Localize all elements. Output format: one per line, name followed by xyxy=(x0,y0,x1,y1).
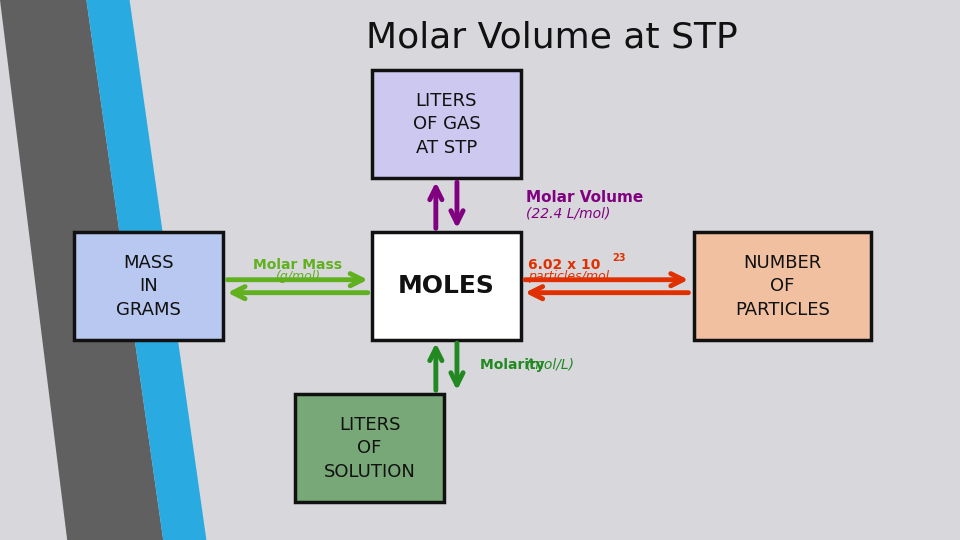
Polygon shape xyxy=(86,0,206,540)
Text: (g/mol): (g/mol) xyxy=(275,270,321,283)
Text: 6.02 x 10: 6.02 x 10 xyxy=(528,258,600,272)
Text: Molar Mass: Molar Mass xyxy=(253,258,342,272)
FancyBboxPatch shape xyxy=(296,394,444,502)
Text: Molarity: Molarity xyxy=(480,357,549,372)
Text: MASS
IN
GRAMS: MASS IN GRAMS xyxy=(116,254,181,319)
Text: 23: 23 xyxy=(612,253,626,263)
Text: LITERS
OF GAS
AT STP: LITERS OF GAS AT STP xyxy=(413,92,480,157)
Text: (22.4 L/mol): (22.4 L/mol) xyxy=(526,206,611,220)
Text: NUMBER
OF
PARTICLES: NUMBER OF PARTICLES xyxy=(735,254,829,319)
Text: LITERS
OF
SOLUTION: LITERS OF SOLUTION xyxy=(324,416,416,481)
Text: particles/mol: particles/mol xyxy=(528,270,610,283)
Polygon shape xyxy=(0,0,163,540)
FancyBboxPatch shape xyxy=(372,232,520,340)
FancyBboxPatch shape xyxy=(693,232,871,340)
FancyBboxPatch shape xyxy=(75,232,223,340)
FancyBboxPatch shape xyxy=(372,70,520,178)
Text: (mol/L): (mol/L) xyxy=(526,357,575,372)
Text: Molar Volume at STP: Molar Volume at STP xyxy=(366,21,738,55)
Text: Molar Volume: Molar Volume xyxy=(526,190,643,205)
Text: MOLES: MOLES xyxy=(398,274,494,298)
